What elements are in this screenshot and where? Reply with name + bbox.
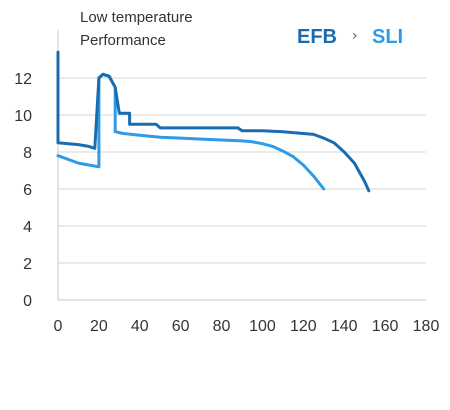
x-tick-label-3: 60 [172, 318, 190, 335]
x-tick-label-6: 120 [290, 318, 317, 335]
legend-item-efb: EFB [297, 26, 337, 48]
legend: EFB › SLI [297, 26, 403, 48]
legend-item-sli: SLI [372, 26, 403, 48]
y-tick-label-2: 4 [23, 219, 32, 236]
x-tick-label-2: 40 [131, 318, 149, 335]
x-tick-label-7: 140 [331, 318, 358, 335]
y-tick-label-6: 12 [14, 71, 32, 88]
y-tick-label-1: 2 [23, 256, 32, 273]
x-tick-label-1: 20 [90, 318, 108, 335]
y-tick-label-3: 6 [23, 182, 32, 199]
chart-title: Low temperature [80, 9, 193, 26]
grid-lines [58, 77, 426, 264]
x-tick-label-0: 0 [54, 318, 63, 335]
series-lines [56, 50, 371, 193]
x-tick-label-9: 180 [413, 318, 440, 335]
x-tick-label-8: 160 [372, 318, 399, 335]
x-tick-label-4: 80 [213, 318, 231, 335]
chart-subtitle: Performance [80, 32, 166, 49]
y-tick-label-5: 10 [14, 108, 32, 125]
x-tick-label-5: 100 [249, 318, 276, 335]
legend-separator-icon: › [352, 28, 358, 44]
y-tick-label-0: 0 [23, 293, 32, 310]
series-line-sli [56, 72, 326, 191]
y-tick-label-4: 8 [23, 145, 32, 162]
series-line-efb [56, 50, 371, 193]
axes [57, 30, 426, 301]
